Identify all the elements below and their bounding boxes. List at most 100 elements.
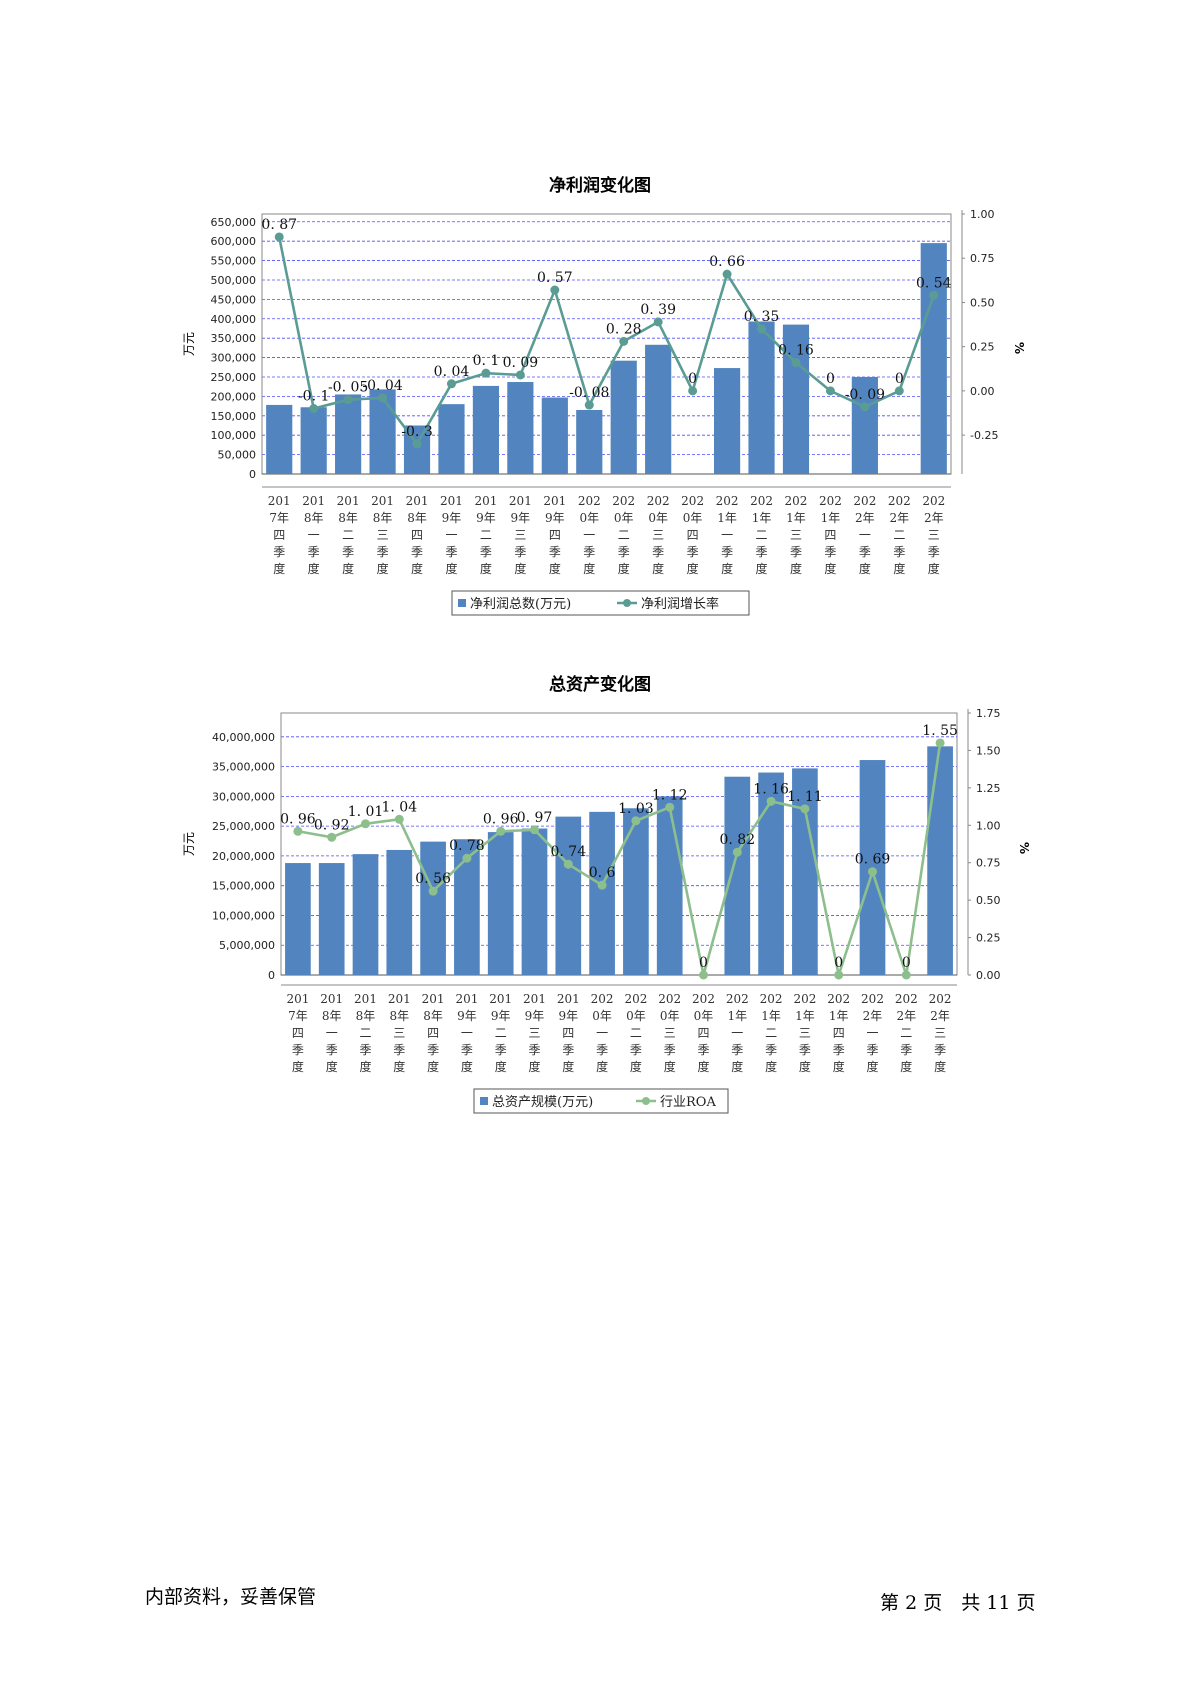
category-tick-label: 202: [895, 992, 918, 1006]
category-tick-label: 8年: [356, 1009, 376, 1023]
category-tick-label: 四: [411, 528, 423, 542]
total-assets-chart: 总资产变化图 0 5,000,000 10,000,000 15,000,000 20,0…: [0, 665, 1191, 1125]
category-tick-label: 202: [681, 494, 704, 508]
category-tick-label: 季: [495, 1043, 507, 1057]
line-point: [327, 832, 337, 842]
category-tick-label: 9年: [491, 1009, 511, 1023]
category-tick-label: 度: [514, 561, 526, 576]
legend-line-marker: [642, 1097, 650, 1105]
category-tick-label: 二: [342, 528, 354, 542]
category-tick-label: 季: [721, 545, 733, 559]
category-tick-label: 度: [756, 561, 768, 576]
category-tick-label: 度: [697, 1059, 709, 1074]
bar: [645, 344, 672, 474]
category-tick-label: 季: [562, 1043, 574, 1057]
category-tick-label: 一: [445, 528, 457, 542]
right-tick-label: 1.00: [976, 819, 1001, 832]
data-label: 0. 09: [503, 355, 539, 371]
category-tick-label: 三: [514, 528, 526, 542]
category-tick-label: 三: [652, 528, 664, 542]
category-tick-label: 季: [618, 545, 630, 559]
data-label: 0. 97: [517, 810, 553, 826]
category-tick-label: 季: [934, 1043, 946, 1057]
category-tick-label: 201: [455, 992, 478, 1006]
category-tick-label: 度: [687, 561, 699, 576]
line-point: [293, 826, 303, 836]
category-tick-label: 三: [664, 1026, 676, 1040]
data-label: 0. 74: [550, 844, 586, 860]
category-tick-label: 三: [393, 1026, 405, 1040]
category-tick-label: 2年: [855, 511, 875, 525]
category-tick-label: 三: [799, 1026, 811, 1040]
category-tick-label: 201: [286, 992, 309, 1006]
category-tick-label: 季: [583, 545, 595, 559]
category-tick-label: 0年: [683, 511, 703, 525]
bar: [576, 409, 603, 474]
data-label: 0. 54: [916, 275, 952, 291]
category-tick-label: 202: [929, 992, 952, 1006]
left-tick-label: 250,000: [211, 371, 257, 384]
line-point: [550, 285, 560, 295]
category-tick-label: 季: [514, 545, 526, 559]
category-tick-label: 二: [893, 528, 905, 542]
left-tick-label: 300,000: [211, 352, 257, 365]
line-point: [446, 379, 456, 389]
category-tick-label: 四: [292, 1026, 304, 1040]
category-tick-label: 202: [853, 494, 876, 508]
data-label: 0: [834, 955, 843, 971]
bar: [589, 811, 615, 975]
category-tick-label: 8年: [373, 511, 393, 525]
category-tick-label: 季: [765, 1043, 777, 1057]
left-tick-label: 450,000: [211, 293, 257, 306]
page-number: 第 2 页 共 11 页: [880, 1588, 1036, 1615]
total-assets-chart-svg: 总资产变化图 0 5,000,000 10,000,000 15,000,000 20,0…: [182, 674, 1031, 1114]
category-tick-label: 201: [388, 992, 411, 1006]
category-tick-label: 度: [562, 1059, 574, 1074]
line-series: [277, 236, 935, 447]
left-tick-label: 400,000: [211, 313, 257, 326]
category-tick-label: 度: [859, 561, 871, 576]
data-label: 0. 96: [280, 811, 316, 827]
category-tick-label: 2年: [863, 1009, 883, 1023]
category-tick-label: 四: [427, 1026, 439, 1040]
category-tick-label: 季: [756, 545, 768, 559]
data-label: 1. 03: [618, 801, 654, 817]
category-tick-label: 202: [624, 992, 647, 1006]
category-tick-label: 0年: [694, 1009, 714, 1023]
line-point: [653, 317, 663, 327]
category-tick-label: 度: [273, 561, 285, 576]
category-tick-label: 201: [406, 494, 429, 508]
chart-title: 净利润变化图: [549, 175, 651, 196]
category-tick-label: 二: [756, 528, 768, 542]
data-label: 0. 66: [709, 254, 745, 270]
category-tick-label: 9年: [511, 511, 531, 525]
legend-bar-label: 总资产规模(万元): [492, 1095, 593, 1110]
data-label: 0. 57: [537, 270, 573, 286]
page-current: 2: [905, 1592, 918, 1614]
bar: [758, 772, 784, 975]
category-tick-label: 1年: [829, 1009, 849, 1023]
bar: [782, 324, 810, 474]
bar: [285, 863, 311, 975]
data-label: -0. 04: [362, 378, 402, 394]
category-tick-label: 三: [528, 1026, 540, 1040]
category-tick-label: 202: [591, 992, 614, 1006]
right-tick-label: 0.50: [976, 894, 1001, 907]
page-total: 11: [986, 1592, 1011, 1614]
bar: [352, 854, 379, 975]
bar: [438, 404, 465, 474]
category-tick-label: 度: [664, 1059, 676, 1074]
line-point: [901, 970, 911, 980]
data-label: -0. 1: [298, 389, 329, 405]
plot-frame: [280, 712, 958, 976]
left-tick-label: 15,000,000: [212, 880, 275, 893]
category-tick-label: 度: [934, 1059, 946, 1074]
category-tick-label: 一: [731, 1026, 743, 1040]
left-tick-label: 10,000,000: [212, 909, 275, 922]
category-tick-label: 度: [790, 561, 802, 576]
data-label: 0. 87: [261, 217, 297, 233]
category-tick-label: 季: [697, 1043, 709, 1057]
bar: [266, 404, 293, 474]
category-tick-label: 202: [827, 992, 850, 1006]
data-label: 0. 56: [415, 871, 451, 887]
